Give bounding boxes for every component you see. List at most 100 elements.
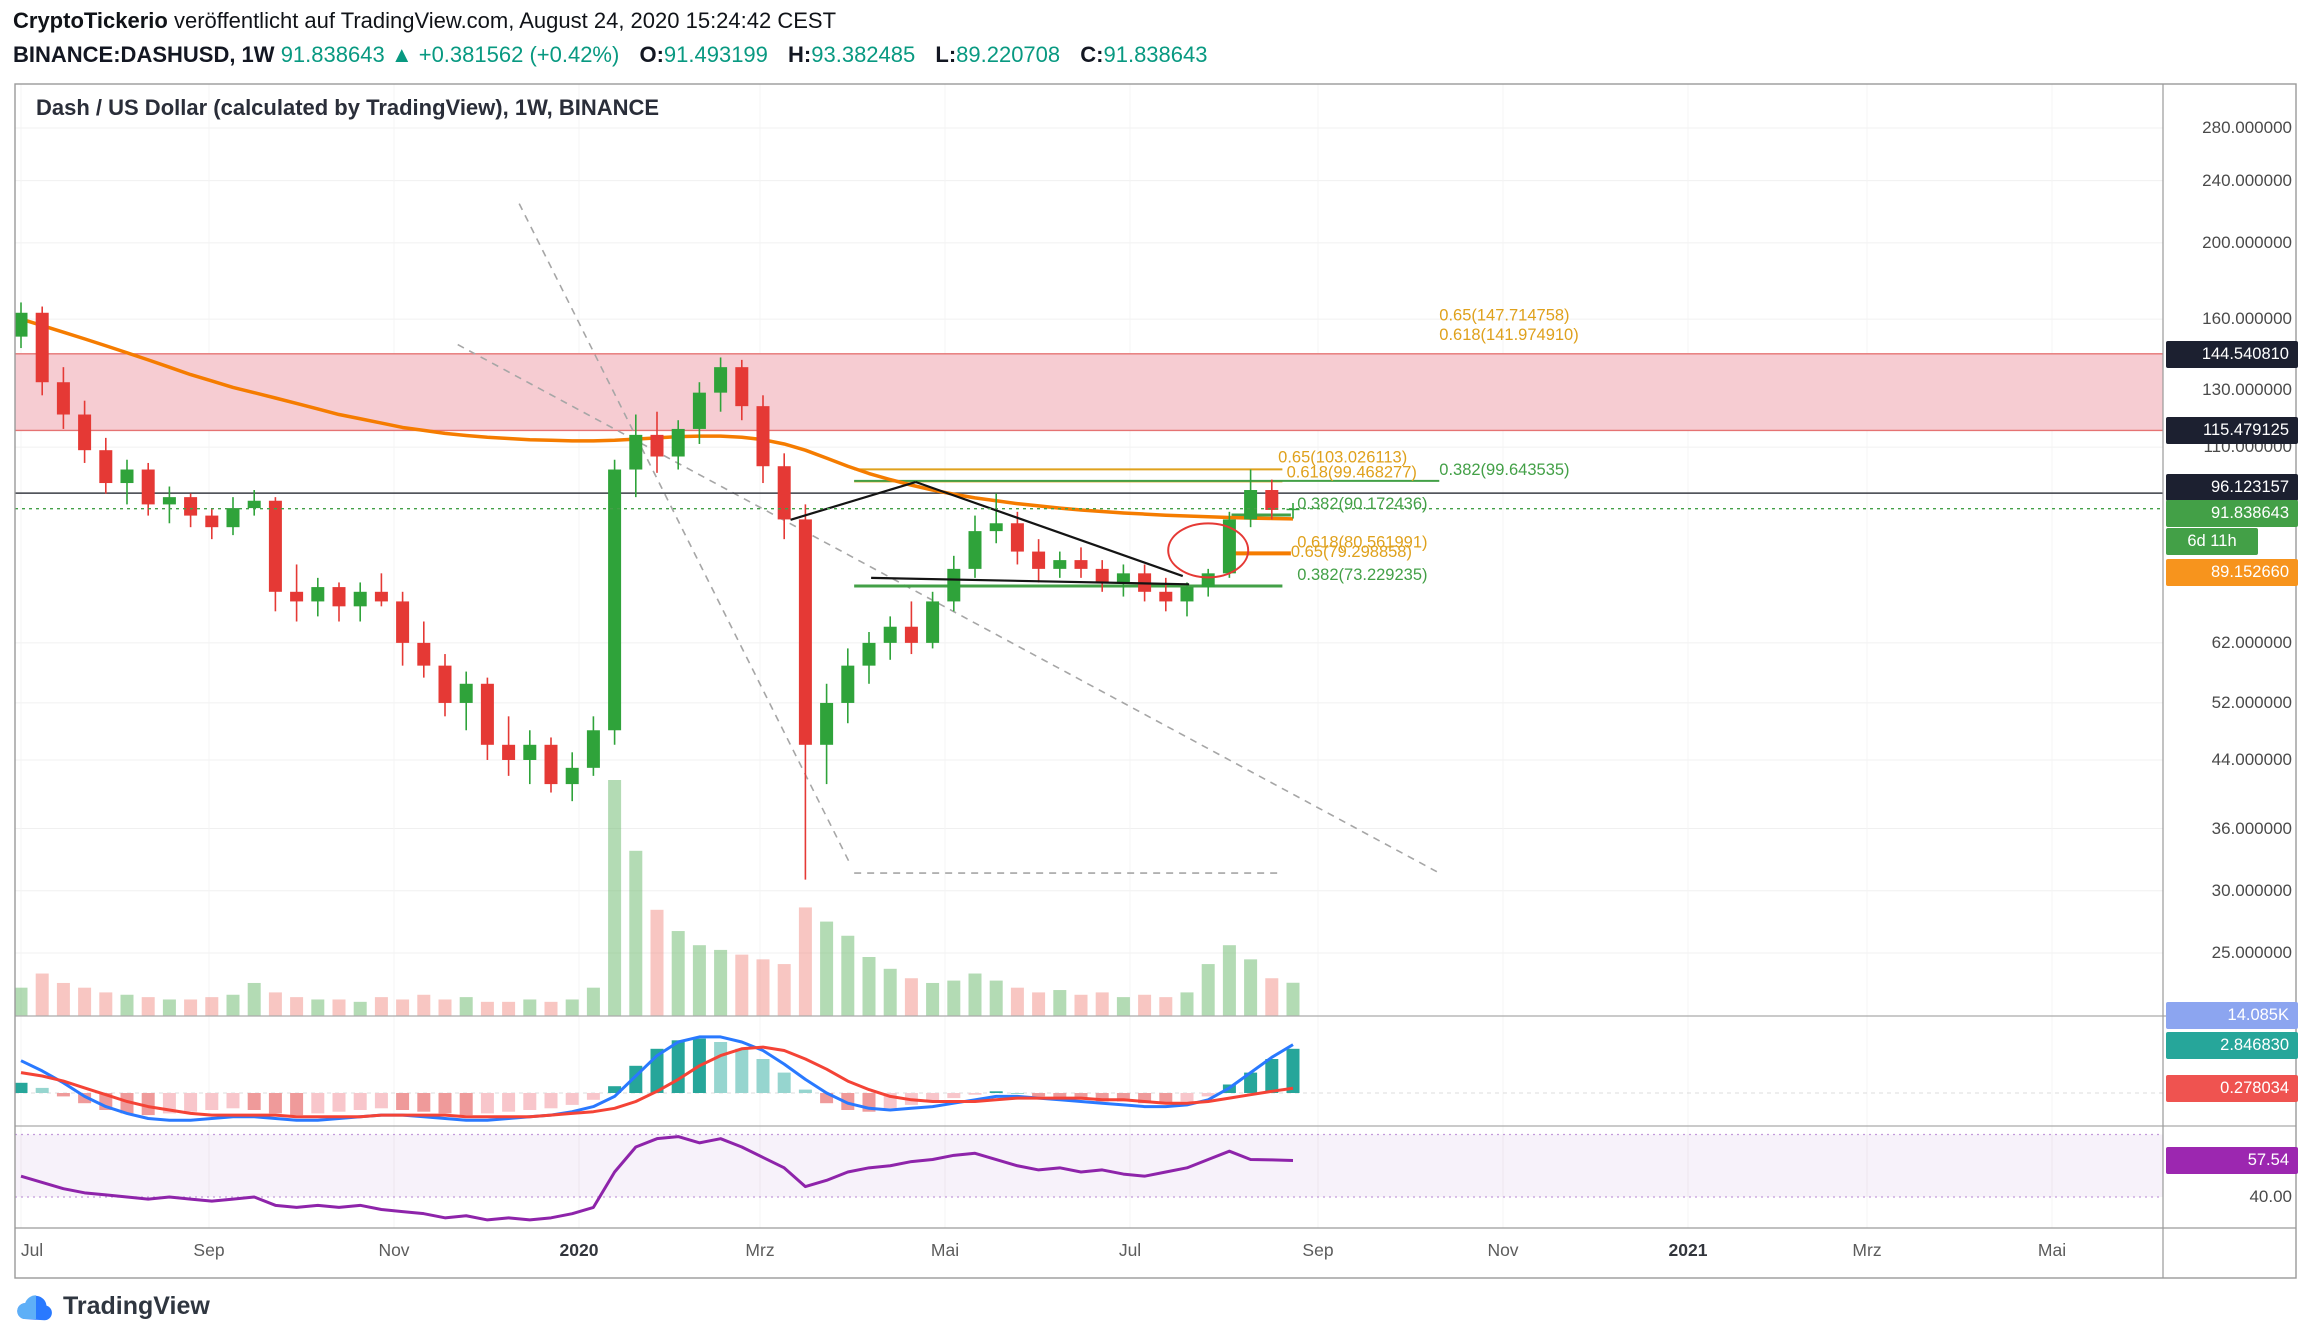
zone-top-badge: 144.540810: [2166, 340, 2298, 368]
candle-body: [1180, 587, 1194, 602]
macd-histogram-bar: [78, 1093, 92, 1104]
macd-histogram-bar: [926, 1093, 940, 1102]
macd-value-badge: 2.846830: [2166, 1031, 2298, 1059]
volume-bar: [714, 949, 728, 1016]
chart-frame: [14, 83, 2297, 1279]
time-axis-label: Nov: [378, 1240, 410, 1260]
volume-bar: [926, 982, 940, 1016]
volume-bar: [99, 992, 113, 1016]
chart-legend-title[interactable]: Dash / US Dollar (calculated by TradingV…: [36, 95, 660, 120]
macd-histogram-bar: [1010, 1093, 1024, 1094]
fib-level-label: 0.382(99.643535): [1439, 461, 1569, 479]
macd-histogram-bar: [1265, 1059, 1279, 1093]
macd-histogram-bar: [1074, 1093, 1088, 1100]
volume-bar: [883, 968, 897, 1016]
time-axis-label: Mai: [2037, 1240, 2067, 1260]
candle-body: [226, 508, 240, 528]
time-axis-label: Mai: [930, 1240, 960, 1260]
candle-body: [502, 744, 516, 760]
hline-96-badge: 96.123157: [2166, 473, 2298, 501]
open-value: 91.493199: [663, 42, 768, 67]
candle-body: [290, 591, 304, 602]
candle-body: [523, 744, 537, 760]
candle-body: [14, 312, 28, 337]
candle-body: [565, 767, 579, 785]
candle-body: [862, 642, 876, 666]
price-tick-label: 30.000000: [2211, 880, 2292, 900]
tradingview-logo-text: TradingView: [63, 1292, 210, 1320]
macd-histogram-bar: [841, 1093, 855, 1110]
candle-body: [162, 497, 176, 505]
rsi-tick-label: 40.00: [2249, 1187, 2292, 1206]
candle-body: [692, 392, 706, 429]
candle-body: [1265, 490, 1279, 510]
candle-body: [35, 312, 49, 383]
macd-histogram-bar: [226, 1093, 240, 1109]
candle-body: [544, 744, 558, 785]
candle-body: [459, 683, 473, 703]
volume-bar: [120, 994, 134, 1016]
candle-body: [968, 531, 982, 569]
macd-histogram-bar: [14, 1082, 28, 1093]
candle-body: [99, 450, 113, 484]
volume-bar: [989, 980, 1003, 1016]
candle-body: [438, 665, 452, 703]
volume-bar: [459, 997, 473, 1016]
volume-bar: [692, 945, 706, 1016]
volume-bar: [904, 978, 918, 1016]
macd-histogram-bar: [1180, 1093, 1194, 1102]
volume-bar: [756, 959, 770, 1016]
candle-body: [78, 414, 92, 451]
candle-body: [1116, 573, 1130, 583]
volume-bar: [247, 982, 261, 1016]
macd-histogram-bar: [1138, 1093, 1152, 1104]
candle-body: [671, 428, 685, 457]
candle-body: [586, 730, 600, 768]
candle-body: [56, 382, 70, 415]
macd-histogram-bar: [374, 1093, 388, 1109]
price-tick-label: 52.000000: [2211, 692, 2292, 712]
macd-histogram-bar: [247, 1093, 261, 1110]
macd-histogram-bar: [438, 1093, 452, 1114]
candle-body: [1201, 573, 1215, 588]
volume-bar: [1032, 992, 1046, 1016]
volume-bar: [544, 1001, 558, 1016]
candle-body: [311, 587, 325, 602]
volume-bar: [290, 997, 304, 1016]
tradingview-logo[interactable]: TradingView: [14, 1292, 210, 1321]
fib-level-label: 0.618(80.561991): [1297, 533, 1427, 551]
volume-bar: [565, 999, 579, 1016]
price-tick-label: 200.000000: [2202, 232, 2292, 252]
macd-histogram-bar: [56, 1093, 70, 1097]
volume-bar: [1116, 997, 1130, 1016]
volume-bar: [311, 999, 325, 1016]
volume-bar: [438, 999, 452, 1016]
candle-body: [883, 626, 897, 643]
high-label: H:: [788, 42, 812, 67]
volume-bar: [1159, 997, 1173, 1016]
symbol-interval[interactable]: BINANCE:DASHUSD, 1W: [13, 42, 275, 67]
macd-histogram-bar: [523, 1093, 537, 1110]
price-tick-label: 130.000000: [2202, 380, 2292, 400]
time-axis-label: 2020: [559, 1240, 599, 1260]
volume-bar: [523, 999, 537, 1016]
candle-body: [947, 568, 961, 602]
drawn-trendline: [790, 480, 916, 521]
volume-bar: [56, 982, 70, 1016]
volume-bar: [226, 994, 240, 1016]
macd-histogram-bar: [290, 1093, 304, 1116]
macd-histogram-bar: [396, 1093, 410, 1110]
candle-body: [141, 469, 155, 505]
price-tick-label: 280.000000: [2202, 118, 2292, 137]
candle-body: [756, 406, 770, 467]
macd-histogram-bar: [735, 1048, 749, 1093]
candle-body: [714, 367, 728, 393]
macd-histogram-bar: [35, 1087, 49, 1093]
candle-body: [926, 601, 940, 643]
candle-body: [629, 434, 643, 470]
volume-bar: [417, 994, 431, 1016]
macd-histogram-bar: [777, 1072, 791, 1093]
candle-body: [184, 497, 198, 516]
macd-histogram-bar: [1053, 1093, 1067, 1099]
